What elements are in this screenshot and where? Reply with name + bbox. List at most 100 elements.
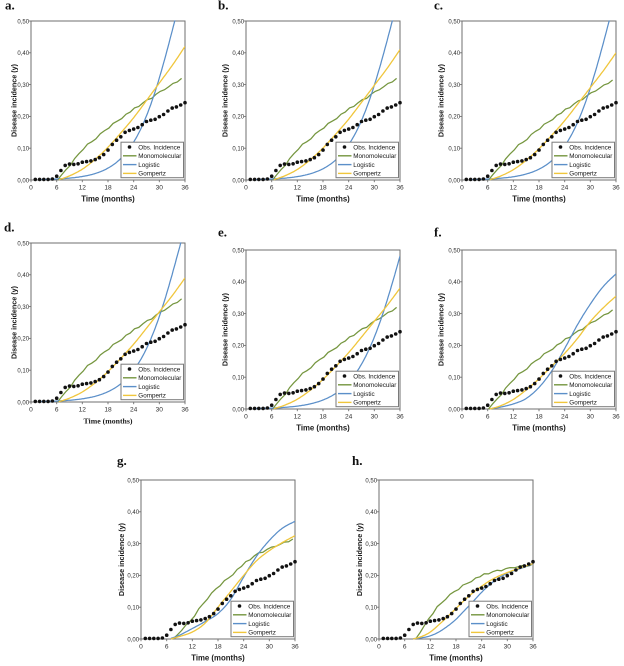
svg-text:36: 36 [396, 414, 404, 421]
svg-text:0,50: 0,50 [17, 241, 29, 247]
svg-text:Obs. Incidence: Obs. Incidence [569, 144, 612, 151]
svg-text:Monomolecular: Monomolecular [248, 612, 291, 619]
svg-text:0,20: 0,20 [232, 344, 244, 350]
svg-text:0,00: 0,00 [17, 178, 29, 184]
svg-text:0,10: 0,10 [232, 147, 244, 153]
svg-text:0,20: 0,20 [127, 574, 139, 580]
svg-text:g.: g. [117, 453, 127, 468]
svg-text:24: 24 [345, 185, 353, 192]
svg-text:Time (months): Time (months) [429, 653, 483, 662]
svg-text:0,20: 0,20 [448, 344, 460, 350]
svg-text:30: 30 [504, 644, 512, 651]
svg-text:Time (months): Time (months) [512, 194, 566, 203]
svg-text:Logistic: Logistic [569, 162, 590, 169]
svg-text:30: 30 [371, 414, 379, 421]
svg-text:Monomolecular: Monomolecular [353, 382, 396, 389]
svg-text:0,00: 0,00 [448, 178, 460, 184]
svg-text:0,20: 0,20 [17, 337, 29, 343]
svg-text:30: 30 [266, 644, 274, 651]
svg-text:6: 6 [486, 185, 490, 192]
svg-text:36: 36 [291, 644, 299, 651]
svg-text:e.: e. [218, 225, 227, 240]
svg-text:0,30: 0,30 [17, 305, 29, 311]
svg-text:Obs. Incidence: Obs. Incidence [248, 603, 291, 610]
svg-text:Monomolecular: Monomolecular [569, 382, 612, 389]
svg-text:Logistic: Logistic [138, 384, 159, 391]
svg-text:Obs. Incidence: Obs. Incidence [353, 373, 396, 380]
svg-text:18: 18 [104, 407, 112, 414]
svg-text:12: 12 [510, 185, 518, 192]
svg-text:0,00: 0,00 [17, 400, 29, 406]
svg-text:12: 12 [79, 185, 87, 192]
svg-text:Gompertz: Gompertz [569, 400, 597, 407]
svg-text:Obs. Incidence: Obs. Incidence [486, 603, 529, 610]
svg-text:0,10: 0,10 [448, 376, 460, 382]
svg-text:0: 0 [460, 185, 464, 192]
svg-text:Gompertz: Gompertz [138, 393, 166, 400]
svg-text:0,10: 0,10 [17, 147, 29, 153]
svg-text:24: 24 [561, 185, 569, 192]
svg-text:0,30: 0,30 [448, 312, 460, 318]
svg-text:18: 18 [319, 185, 327, 192]
svg-text:0,50: 0,50 [232, 19, 244, 25]
svg-text:36: 36 [181, 407, 189, 414]
svg-text:0,10: 0,10 [448, 147, 460, 153]
svg-text:0,30: 0,30 [448, 83, 460, 89]
svg-text:6: 6 [165, 644, 169, 651]
svg-text:Disease incidence (y): Disease incidence (y) [437, 292, 446, 366]
svg-text:24: 24 [130, 185, 138, 192]
svg-text:24: 24 [240, 644, 248, 651]
svg-text:12: 12 [294, 185, 302, 192]
svg-text:0,40: 0,40 [365, 510, 377, 516]
svg-text:12: 12 [294, 414, 302, 421]
svg-text:30: 30 [156, 185, 164, 192]
svg-text:Gompertz: Gompertz [486, 630, 514, 637]
svg-text:0,50: 0,50 [448, 248, 460, 254]
svg-text:0,40: 0,40 [448, 51, 460, 57]
svg-text:0,50: 0,50 [17, 19, 29, 25]
svg-text:18: 18 [535, 185, 543, 192]
svg-text:0: 0 [244, 414, 248, 421]
svg-text:6: 6 [270, 414, 274, 421]
svg-text:18: 18 [104, 185, 112, 192]
svg-text:Logistic: Logistic [248, 621, 269, 628]
svg-text:Gompertz: Gompertz [138, 171, 166, 178]
svg-text:Gompertz: Gompertz [353, 400, 381, 407]
svg-text:Logistic: Logistic [138, 162, 159, 169]
svg-text:0,00: 0,00 [127, 637, 139, 643]
svg-text:0,40: 0,40 [17, 273, 29, 279]
svg-text:6: 6 [55, 185, 59, 192]
svg-text:0,40: 0,40 [17, 51, 29, 57]
svg-text:Time (months): Time (months) [296, 423, 350, 432]
svg-text:0,40: 0,40 [232, 280, 244, 286]
svg-text:Gompertz: Gompertz [569, 171, 597, 178]
svg-text:Gompertz: Gompertz [248, 630, 276, 637]
svg-text:0,10: 0,10 [17, 369, 29, 375]
svg-text:18: 18 [214, 644, 222, 651]
svg-text:0,50: 0,50 [448, 19, 460, 25]
svg-text:24: 24 [345, 414, 353, 421]
svg-text:Time (months): Time (months) [83, 416, 132, 425]
svg-text:0,30: 0,30 [232, 83, 244, 89]
svg-text:30: 30 [156, 407, 164, 414]
svg-text:0,00: 0,00 [365, 637, 377, 643]
svg-text:Obs. Incidence: Obs. Incidence [138, 144, 181, 151]
svg-text:Obs. Incidence: Obs. Incidence [353, 144, 396, 151]
svg-text:Obs. Incidence: Obs. Incidence [569, 373, 612, 380]
svg-text:d.: d. [4, 220, 14, 235]
svg-text:6: 6 [486, 414, 490, 421]
svg-text:Disease incidence (y): Disease incidence (y) [221, 292, 230, 366]
svg-text:0,50: 0,50 [127, 478, 139, 484]
svg-text:6: 6 [270, 185, 274, 192]
svg-text:Disease incidence (y): Disease incidence (y) [117, 522, 126, 596]
svg-text:Monomolecular: Monomolecular [486, 612, 529, 619]
svg-text:36: 36 [396, 185, 404, 192]
svg-text:f.: f. [434, 225, 442, 240]
svg-text:12: 12 [510, 414, 518, 421]
svg-text:Disease incidence (y): Disease incidence (y) [10, 285, 19, 359]
svg-text:Disease incidence (y): Disease incidence (y) [10, 63, 19, 137]
svg-text:Obs. Incidence: Obs. Incidence [138, 366, 181, 373]
svg-text:Disease incidence (y): Disease incidence (y) [355, 522, 364, 596]
svg-text:24: 24 [478, 644, 486, 651]
svg-text:Logistic: Logistic [569, 391, 590, 398]
